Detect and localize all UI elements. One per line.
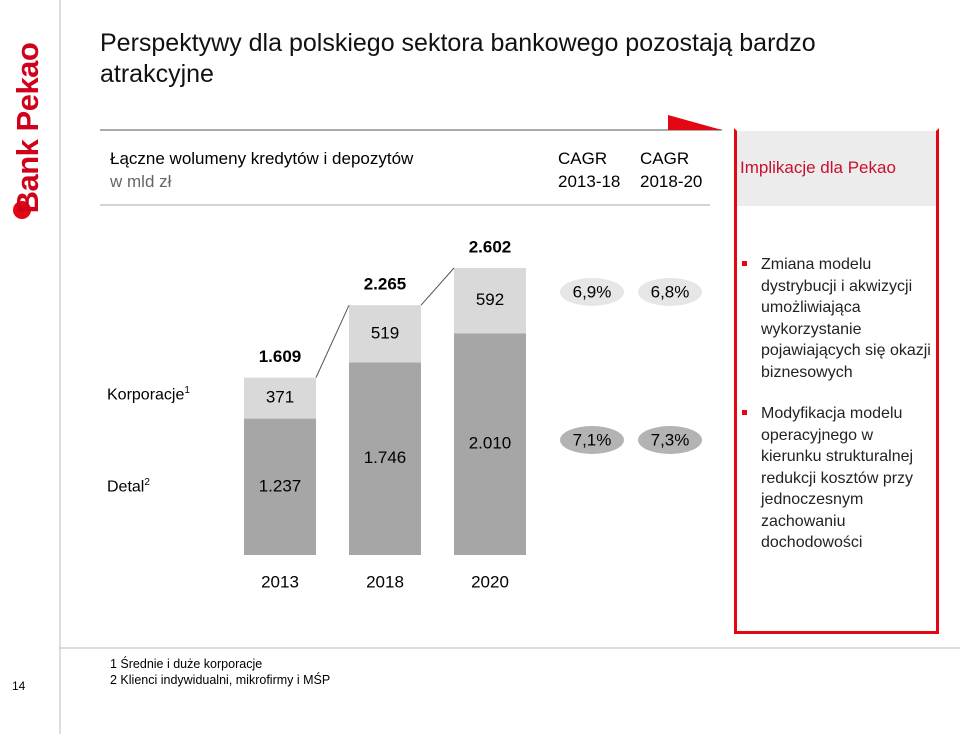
bullet: Zmiana modelu dystrybucji i akwizycji um… bbox=[740, 254, 935, 383]
cagr-header: CAGR bbox=[558, 149, 608, 168]
x-tick-label: 2020 bbox=[471, 572, 509, 591]
legend-label: Detal bbox=[107, 478, 145, 496]
cagr-pill bbox=[560, 426, 624, 454]
panel-title: Implikacje dla Pekao bbox=[740, 158, 896, 177]
segment-label: 1.237 bbox=[259, 476, 302, 495]
panel bbox=[734, 134, 939, 634]
cagr-pill bbox=[638, 426, 702, 454]
cagr-pill bbox=[560, 278, 624, 306]
rule-accent bbox=[668, 115, 722, 130]
cagr-value: 7,1% bbox=[573, 430, 612, 449]
cagr-header-period: 2013-18 bbox=[558, 172, 621, 191]
logo: Bank Pekao bbox=[10, 42, 45, 214]
segment-label: 592 bbox=[476, 290, 504, 309]
bar-segment bbox=[349, 362, 421, 555]
connector bbox=[315, 304, 350, 378]
cagr-value: 6,9% bbox=[573, 282, 612, 301]
row-label: Korporacje1 bbox=[107, 385, 190, 404]
cagr-header-period: 2018-20 bbox=[640, 172, 703, 191]
connector bbox=[420, 267, 455, 306]
total-label: 2.265 bbox=[364, 275, 407, 294]
total-label: 2.602 bbox=[469, 237, 512, 256]
chart-subtitle: Łączne wolumeny kredytów i depozytów bbox=[110, 149, 414, 168]
footnote-mark: 2 bbox=[144, 477, 150, 488]
bar-segment bbox=[349, 305, 421, 363]
segment-label: 519 bbox=[371, 323, 399, 342]
logo-mark bbox=[13, 201, 31, 219]
bullet: Modyfikacja modelu operacyjnego w kierun… bbox=[740, 403, 935, 554]
footnote: 1 Średnie i duże korporacje bbox=[110, 657, 263, 671]
row-label: Detal2 bbox=[107, 477, 150, 496]
bullet-list: Zmiana modelu dystrybucji i akwizycji um… bbox=[740, 254, 935, 574]
segment-label: 371 bbox=[266, 388, 294, 407]
segment-label: 2.010 bbox=[469, 434, 512, 453]
page-number: 14 bbox=[12, 679, 26, 693]
x-tick-label: 2013 bbox=[261, 572, 299, 591]
segment-label: 1.746 bbox=[364, 448, 407, 467]
cagr-pill bbox=[638, 278, 702, 306]
bar-segment bbox=[454, 268, 526, 334]
bar-segment bbox=[454, 333, 526, 555]
total-label: 1.609 bbox=[259, 347, 302, 366]
unit-label: w mld zł bbox=[110, 172, 172, 191]
cagr-value: 7,3% bbox=[651, 430, 690, 449]
bar-segment bbox=[244, 418, 316, 555]
cagr-header: CAGR bbox=[640, 149, 690, 168]
slide-title: Perspektywy dla polskiego sektora bankow… bbox=[100, 29, 816, 88]
x-tick-label: 2018 bbox=[366, 572, 404, 591]
bar-segment bbox=[244, 377, 316, 419]
footnote: 2 Klienci indywidualni, mikrofirmy i MŚP bbox=[110, 673, 331, 687]
legend-label: Korporacje bbox=[107, 386, 185, 404]
footnote-mark: 1 bbox=[184, 385, 190, 396]
cagr-value: 6,8% bbox=[651, 282, 690, 301]
